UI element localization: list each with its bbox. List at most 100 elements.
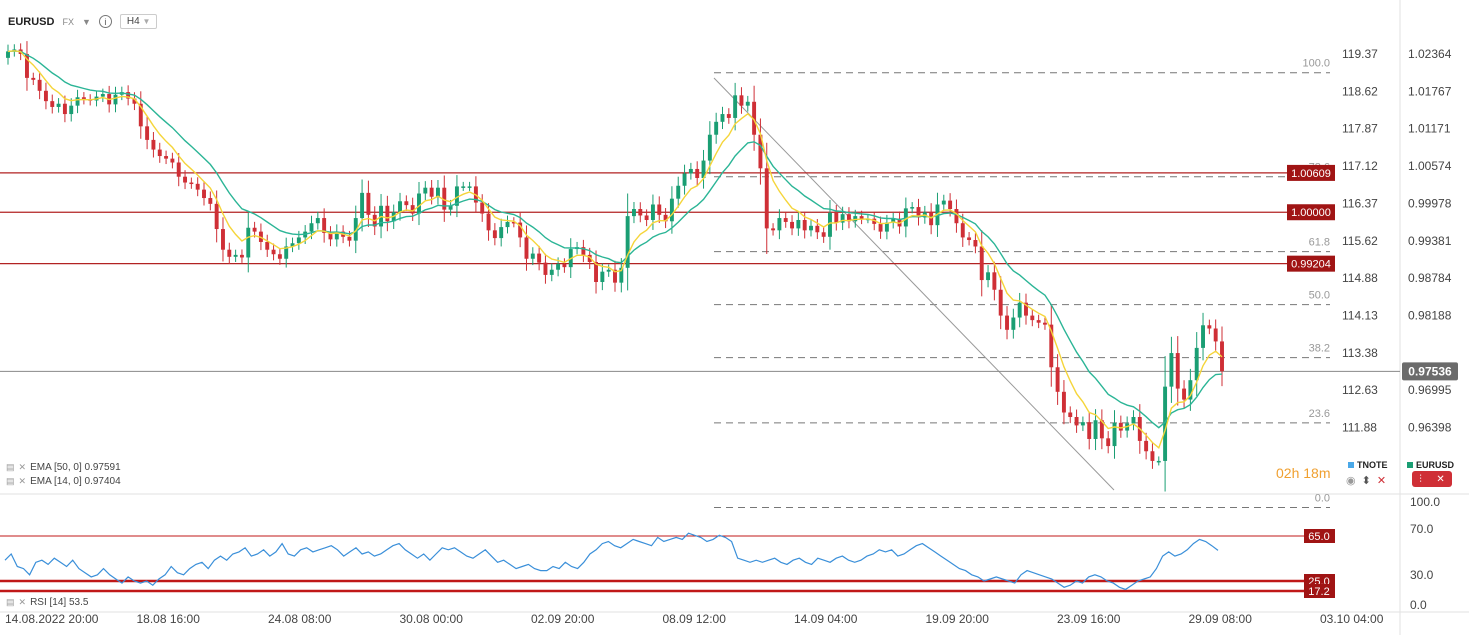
settings-icon[interactable]: ⫶ [1419, 473, 1422, 485]
series-pill[interactable]: ⫶ ✕ [1412, 471, 1452, 487]
series-controls: ◉ ⬍ ✕ [1346, 474, 1386, 487]
candle-body [492, 230, 497, 239]
ema50-legend[interactable]: ▤ ✕ EMA [50, 0] 0.97591 [6, 462, 121, 473]
candle-body [505, 221, 510, 228]
sort-icon[interactable]: ⬍ [1361, 475, 1371, 487]
rsi-y-tick: 100.0 [1410, 495, 1440, 509]
candle-body [1188, 380, 1193, 400]
candle-body [764, 168, 769, 229]
tnote-legend[interactable]: TNOTE [1348, 460, 1388, 470]
timeframe-select[interactable]: H4 ▼ [119, 14, 158, 29]
close-icon[interactable]: ✕ [18, 462, 27, 472]
candle-body [707, 134, 712, 161]
close-icon[interactable]: ✕ [18, 476, 27, 486]
y-right-tick: 0.99978 [1408, 196, 1452, 210]
bars-icon[interactable]: ▤ [6, 597, 15, 607]
y-left-tick: 116.37 [1342, 196, 1378, 210]
x-tick: 08.09 12:00 [663, 612, 727, 626]
candle-body [669, 198, 674, 222]
rsi-level-box [1304, 529, 1335, 543]
candle-body [878, 223, 883, 232]
ema14-legend-text: EMA [14, 0] 0.97404 [30, 476, 121, 487]
eye-icon[interactable]: ◉ [1346, 475, 1356, 487]
candle-body [1106, 438, 1111, 447]
y-left-tick: 117.12 [1342, 159, 1378, 173]
candle-body [701, 160, 706, 179]
candle-body [1024, 302, 1028, 316]
candle-body [632, 209, 636, 217]
candle-body [846, 214, 851, 222]
candle-body [733, 95, 738, 118]
timeframe-label: H4 [126, 16, 140, 27]
candle-timer: 02h 18m [1276, 465, 1331, 481]
candle-body [524, 237, 529, 259]
eurusd-legend[interactable]: EURUSD [1407, 460, 1454, 470]
candle-body [1156, 460, 1161, 463]
candle-body [511, 221, 516, 224]
candle-body [549, 269, 554, 275]
candle-body [688, 168, 693, 174]
fib-level-label: 61.8 [1309, 237, 1330, 249]
candle-body [202, 189, 206, 199]
candle-body [929, 212, 934, 226]
rsi-legend[interactable]: ▤ ✕ RSI [14] 53.5 [6, 597, 88, 608]
y-left-tick: 115.62 [1342, 234, 1378, 248]
level-label-box [1287, 164, 1335, 181]
candle-body [1144, 440, 1149, 452]
candle-body [1169, 353, 1174, 387]
candle-body [916, 207, 921, 218]
fib-trend-line [713, 77, 1115, 491]
candle-body [1061, 391, 1066, 413]
candle-body [6, 51, 10, 58]
candle-body [891, 218, 896, 223]
candle-body [613, 269, 617, 283]
y-right-tick: 1.02364 [1408, 47, 1452, 61]
close-icon[interactable]: ✕ [1376, 475, 1387, 487]
candle-body [828, 212, 832, 237]
candle-body [650, 204, 655, 220]
candle-body [81, 97, 86, 100]
ema14-legend[interactable]: ▤ ✕ EMA [14, 0] 0.97404 [6, 476, 121, 487]
candle-body [126, 92, 131, 99]
candle-body [777, 218, 782, 231]
candle-body [25, 53, 29, 78]
candle-body [227, 249, 232, 257]
bars-icon[interactable]: ▤ [6, 476, 15, 486]
candle-body [296, 237, 301, 244]
candle-body [214, 203, 219, 230]
candle-body [745, 101, 750, 106]
candle-body [43, 90, 48, 102]
close-icon[interactable]: ✕ [1436, 473, 1445, 485]
ema50-line [7, 50, 1223, 429]
close-icon[interactable]: ✕ [18, 597, 27, 607]
candle-body [872, 218, 877, 224]
candle-body [410, 205, 415, 214]
candle-body [208, 198, 213, 204]
candle-body [195, 183, 200, 190]
candle-body [461, 186, 466, 188]
candle-body [979, 246, 984, 281]
candle-body [290, 243, 295, 247]
candle-body [752, 101, 757, 135]
candle-body [151, 139, 156, 150]
y-left-tick: 111.88 [1342, 421, 1377, 435]
candle-body [50, 101, 55, 107]
level-label: 1.00000 [1291, 207, 1331, 219]
candle-body [360, 192, 365, 219]
candle-body [480, 202, 485, 214]
candle-body [157, 149, 162, 157]
candle-body [973, 240, 978, 247]
candle-body [840, 214, 845, 223]
candle-body [518, 222, 523, 238]
level-label-box [1287, 255, 1335, 272]
chevron-down-icon[interactable]: ▼ [81, 16, 91, 27]
candle-body [644, 215, 649, 220]
info-icon[interactable]: i [98, 15, 112, 28]
symbol-label[interactable]: EURUSD [8, 15, 55, 28]
candle-body [884, 222, 889, 232]
candle-body [1131, 417, 1136, 424]
bars-icon[interactable]: ▤ [6, 462, 15, 472]
price-label: 0.97536 [1408, 364, 1452, 378]
candle-body [252, 227, 257, 232]
